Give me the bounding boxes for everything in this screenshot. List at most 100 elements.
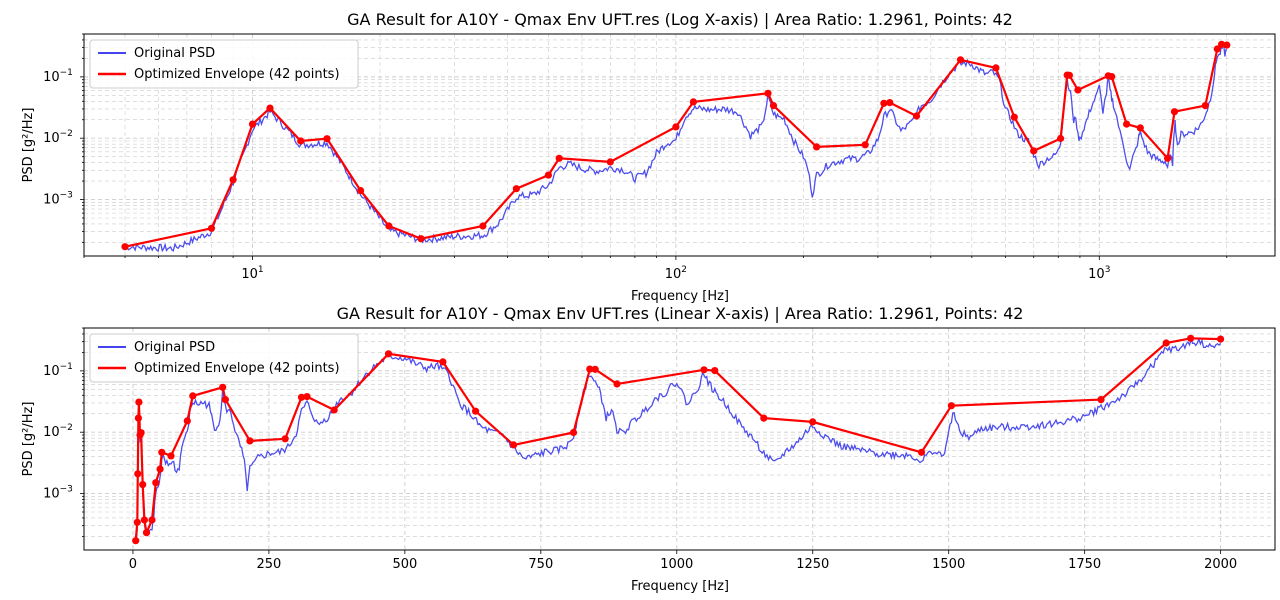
envelope-point bbox=[1136, 124, 1144, 132]
envelope-point bbox=[357, 187, 365, 195]
x-tick-label: 250 bbox=[256, 557, 281, 572]
x-tick-label: 750 bbox=[528, 557, 553, 572]
legend-box bbox=[89, 333, 359, 383]
envelope-point bbox=[229, 176, 237, 184]
envelope-point bbox=[134, 470, 142, 478]
envelope-point bbox=[384, 350, 393, 358]
envelope-series bbox=[121, 40, 1231, 251]
psd-line bbox=[135, 337, 1222, 543]
tick-base: 10 bbox=[241, 267, 258, 282]
y-tick-label: 10−1 bbox=[43, 362, 73, 379]
tick-base: 10 bbox=[665, 267, 682, 282]
x-axis-label: Frequency [Hz] bbox=[631, 289, 729, 304]
envelope-point bbox=[586, 365, 594, 373]
envelope-point bbox=[992, 64, 1000, 72]
linear-x-chart: GA Result for A10Y - Qmax Env UFT.res (L… bbox=[21, 304, 1276, 594]
tick-exponent: −1 bbox=[60, 362, 73, 372]
x-tick-label: 1750 bbox=[1068, 557, 1101, 572]
envelope-point bbox=[221, 396, 229, 404]
envelope-point bbox=[266, 104, 274, 112]
envelope-point bbox=[1217, 335, 1225, 343]
envelope-point bbox=[152, 479, 160, 487]
envelope-point bbox=[700, 366, 708, 374]
tick-exponent: −3 bbox=[60, 485, 73, 495]
envelope-point bbox=[1164, 154, 1172, 162]
x-tick-label: 500 bbox=[392, 557, 417, 572]
legend-psd-label: Original PSD bbox=[134, 46, 215, 61]
x-tick-label: 0 bbox=[129, 557, 137, 572]
envelope-point bbox=[512, 185, 521, 193]
envelope-point bbox=[385, 222, 393, 230]
envelope-point bbox=[769, 102, 778, 110]
envelope-point bbox=[135, 398, 143, 406]
envelope-point bbox=[1065, 71, 1073, 79]
envelope-line bbox=[134, 337, 1221, 541]
envelope-point bbox=[417, 235, 425, 243]
envelope-point bbox=[472, 407, 480, 415]
envelope-point bbox=[132, 537, 140, 545]
tick-exponent: −2 bbox=[60, 129, 73, 139]
envelope-point bbox=[330, 406, 338, 414]
envelope-point bbox=[544, 171, 553, 179]
x-ticks: 0 250 500 750 1000 1250 1500 1750 2000 bbox=[129, 550, 1237, 572]
envelope-point bbox=[207, 224, 216, 232]
envelope-point bbox=[1057, 134, 1065, 143]
envelope-point bbox=[956, 56, 965, 64]
envelope-point bbox=[219, 383, 227, 391]
y-tick-label: 10−3 bbox=[43, 191, 73, 208]
psd-series bbox=[135, 337, 1222, 543]
plot-frame bbox=[83, 33, 1276, 257]
envelope-point bbox=[167, 452, 175, 460]
envelope-point bbox=[591, 365, 599, 373]
envelope-point bbox=[281, 435, 289, 443]
x-tick-label: 103 bbox=[1088, 265, 1110, 282]
legend-envelope-label: Optimized Envelope (42 points) bbox=[134, 67, 340, 82]
envelope-point bbox=[613, 380, 621, 388]
envelope-point bbox=[809, 418, 817, 426]
envelope-point bbox=[134, 414, 142, 422]
tick-base: 10 bbox=[43, 193, 60, 208]
envelope-point bbox=[606, 158, 614, 166]
legend: Original PSD Optimized Envelope (42 poin… bbox=[89, 39, 359, 89]
envelope-point bbox=[139, 481, 147, 489]
x-tick-label: 102 bbox=[665, 265, 687, 282]
log-x-chart: GA Result for A10Y - Qmax Env UFT.res (L… bbox=[21, 10, 1276, 304]
envelope-point bbox=[912, 112, 921, 120]
envelope-point bbox=[1170, 108, 1179, 116]
legend-box bbox=[89, 39, 359, 89]
envelope-series bbox=[132, 334, 1225, 545]
envelope-point bbox=[183, 417, 191, 425]
x-axis-label: Frequency [Hz] bbox=[631, 579, 729, 594]
envelope-point bbox=[140, 516, 148, 524]
x-ticks: 101 102 103 bbox=[83, 256, 1228, 282]
envelope-point bbox=[189, 392, 197, 400]
envelope-point bbox=[1223, 41, 1231, 49]
envelope-point bbox=[1187, 334, 1195, 342]
x-tick-label: 1250 bbox=[796, 557, 829, 572]
psd-line bbox=[124, 43, 1228, 253]
y-ticks: 10−310−210−1 bbox=[43, 327, 84, 537]
envelope-point bbox=[1162, 339, 1170, 347]
envelope-point bbox=[764, 89, 772, 97]
x-tick-label: 101 bbox=[241, 265, 263, 282]
envelope-point bbox=[1097, 396, 1105, 404]
chart-title: GA Result for A10Y - Qmax Env UFT.res (L… bbox=[337, 304, 1024, 323]
envelope-point bbox=[947, 402, 956, 410]
grid bbox=[84, 327, 1275, 550]
envelope-point bbox=[569, 428, 578, 437]
envelope-point bbox=[1108, 73, 1116, 81]
envelope-point bbox=[1201, 102, 1209, 110]
tick-exponent: −2 bbox=[60, 423, 73, 433]
tick-exponent: 1 bbox=[258, 265, 264, 275]
envelope-point bbox=[156, 465, 164, 473]
tick-exponent: −3 bbox=[60, 191, 73, 201]
envelope-point bbox=[1010, 113, 1018, 121]
psd-series bbox=[124, 43, 1228, 253]
plot-frame bbox=[83, 327, 1276, 551]
tick-exponent: −1 bbox=[60, 68, 73, 78]
envelope-point bbox=[148, 516, 156, 524]
envelope-point bbox=[672, 123, 680, 131]
envelope-point bbox=[1123, 120, 1131, 128]
x-tick-label: 2000 bbox=[1204, 557, 1237, 572]
